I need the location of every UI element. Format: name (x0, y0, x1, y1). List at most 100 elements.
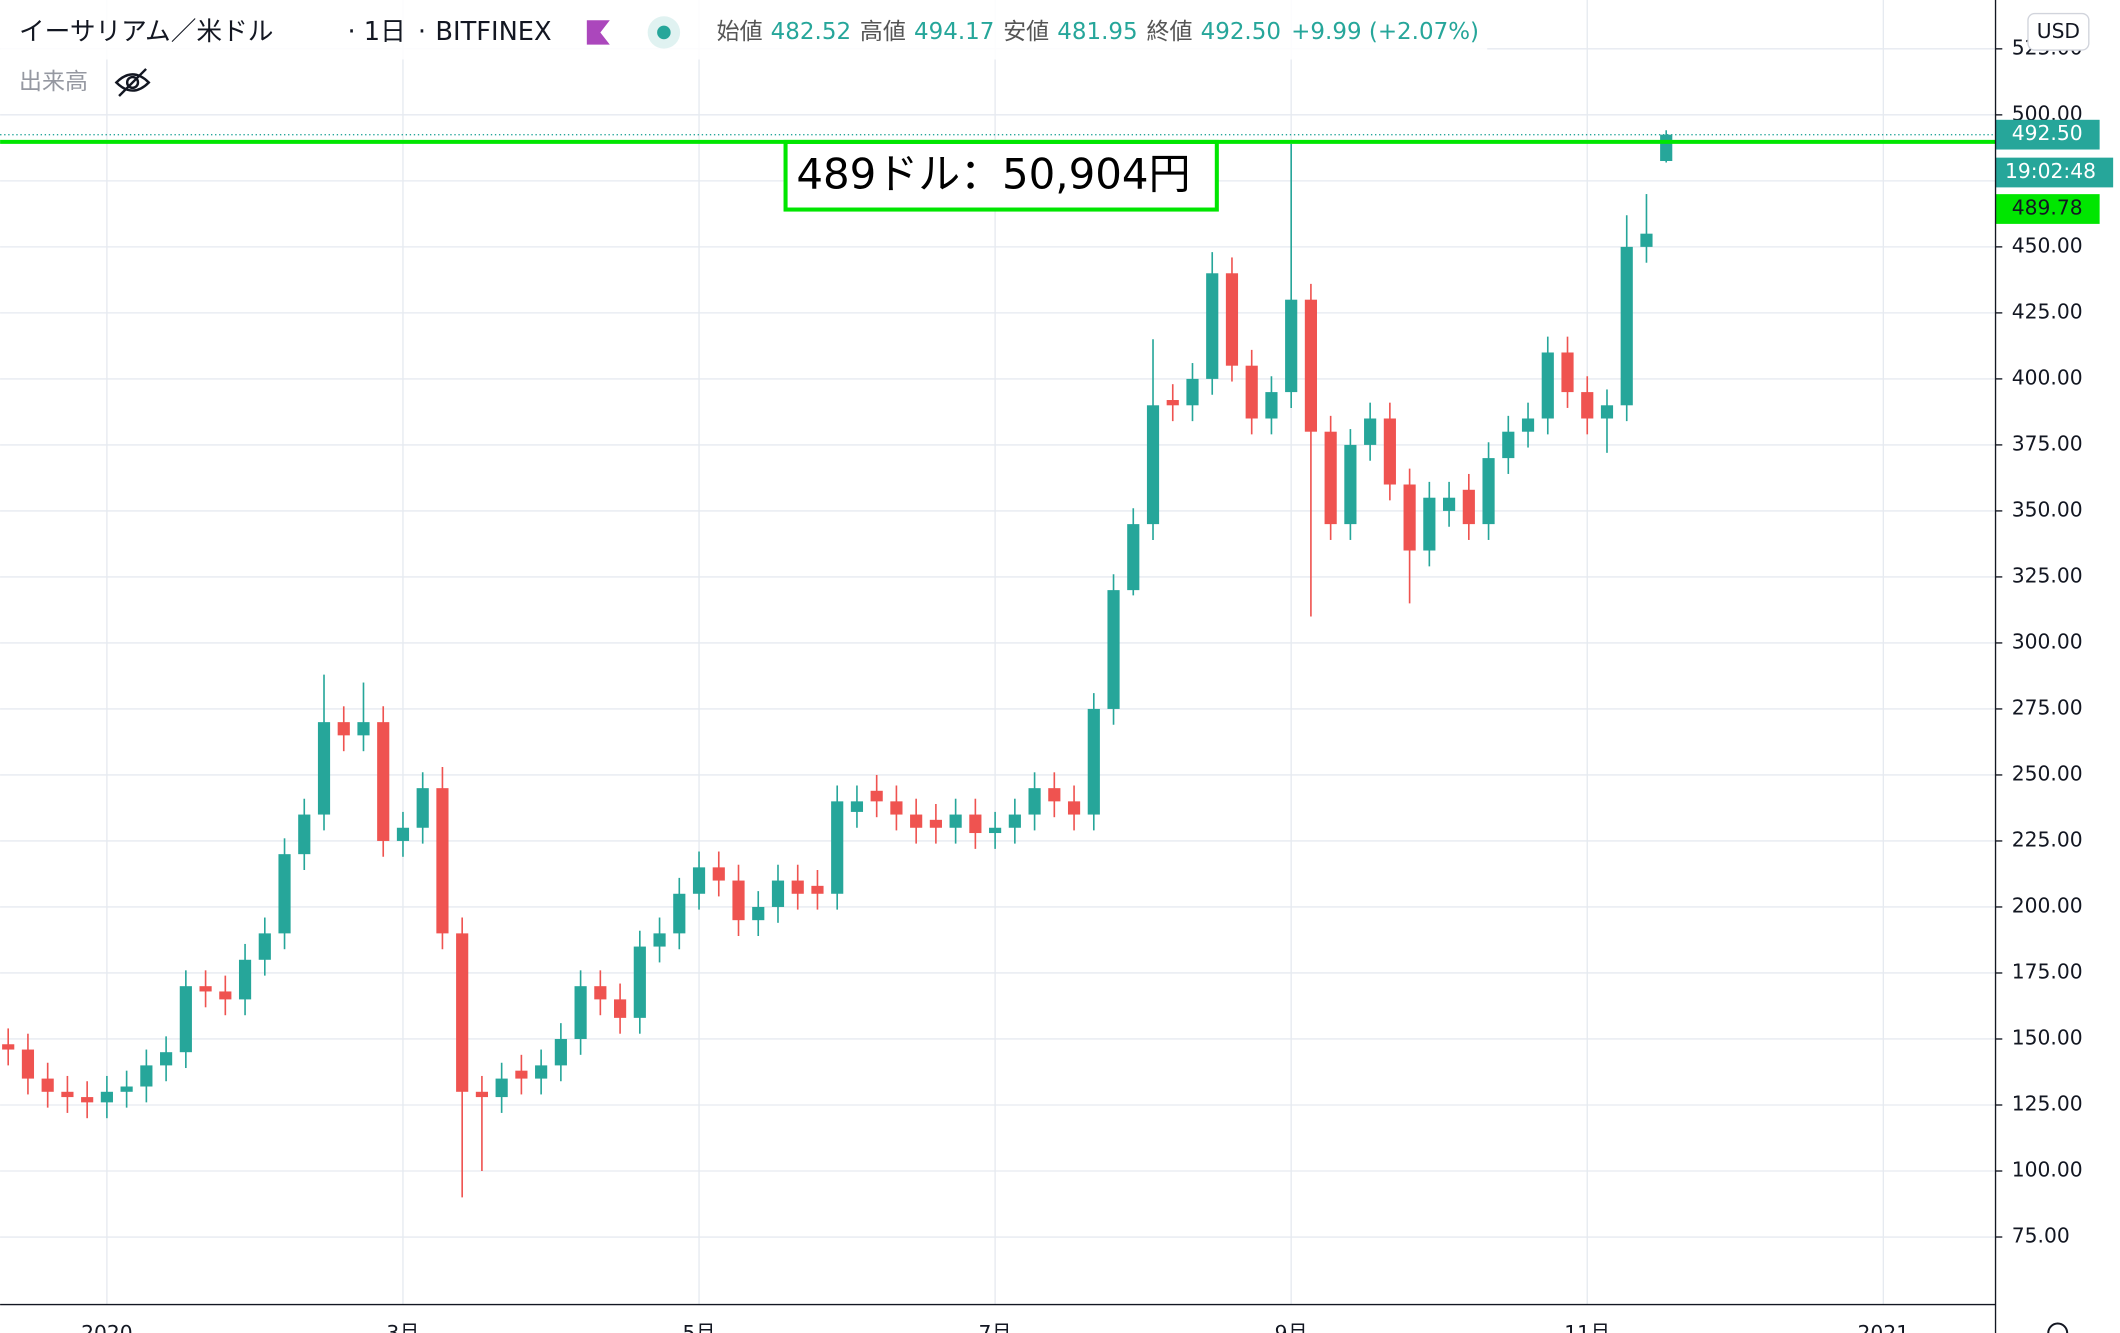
candle-body (752, 906, 765, 921)
candle-body (258, 933, 271, 960)
candle-body (1640, 233, 1653, 247)
candle-body (653, 933, 666, 947)
candle-body (377, 722, 390, 841)
candle-body (1403, 484, 1416, 551)
ohlc-value: 494.17 (914, 19, 994, 45)
x-tick-label: 3月 (386, 1321, 419, 1333)
candle-body (1423, 497, 1436, 551)
candle-body (1028, 788, 1041, 815)
y-tick-label: 125.00 (2012, 1091, 2083, 1115)
candle-body (771, 880, 785, 907)
candle-body (337, 722, 350, 736)
candle-body (949, 814, 962, 828)
line-price-tag (1995, 194, 2100, 224)
candle-body (811, 885, 824, 894)
y-tick-label: 450.00 (2012, 233, 2083, 257)
x-tick-label: 5月 (682, 1321, 715, 1333)
settings-icon[interactable] (2047, 1322, 2069, 1333)
candle-body (140, 1065, 153, 1087)
currency-button-bg[interactable] (2027, 12, 2090, 51)
ohlc-name: 終値 (1147, 19, 1193, 45)
candle-body (81, 1097, 94, 1103)
candle-body (1127, 524, 1140, 591)
candle-body (416, 788, 429, 828)
candle-body (554, 1038, 567, 1066)
last-price-label: 492.50 (2012, 121, 2083, 145)
y-tick-label: 325.00 (2012, 563, 2083, 587)
candle-body (613, 999, 627, 1018)
candle-body (989, 827, 1002, 834)
y-tick-label: 75.00 (2012, 1224, 2070, 1248)
volume-label: 出来高 (19, 69, 88, 95)
candle-body (1344, 444, 1357, 525)
last-price-tag (1995, 119, 2100, 150)
candle-body (219, 991, 232, 1000)
candle-body (870, 790, 883, 802)
ohlc-value: 482.52 (771, 19, 851, 45)
candle-body (298, 814, 311, 855)
candle-body (712, 867, 725, 881)
y-tick-label: 300.00 (2012, 629, 2083, 653)
countdown-tag (1995, 157, 2114, 188)
candle-body (791, 880, 804, 894)
candle-body (278, 854, 291, 934)
candle-body (1146, 405, 1160, 525)
candle-body (100, 1091, 113, 1103)
x-tick-label: 2021 (1858, 1321, 1910, 1333)
overlay: 492.50 19:02:48 489.78 489ドル：50,904円 (0, 119, 2114, 224)
separator: · (418, 17, 426, 47)
candle-body (1206, 273, 1219, 379)
candle-body (1541, 352, 1554, 419)
y-tick-label: 375.00 (2012, 431, 2083, 455)
candle-body (1521, 418, 1535, 432)
candle-body (1245, 365, 1258, 419)
candle-body (160, 1052, 173, 1066)
candle-body (1225, 273, 1239, 366)
candle-body (1008, 814, 1021, 828)
candle-body (910, 814, 923, 828)
candle-body (890, 801, 903, 815)
candle-body (238, 959, 252, 1000)
ohlc-name: 高値 (860, 19, 906, 45)
x-tick-label: 7月 (979, 1321, 1012, 1333)
header-bg (0, 0, 1488, 60)
candle-body (436, 788, 449, 934)
candle-body (1186, 378, 1199, 406)
x-tick-label: 9月 (1275, 1321, 1308, 1333)
y-tick-label: 275.00 (2012, 695, 2083, 719)
candle-body (495, 1078, 508, 1098)
candle-body (1324, 431, 1337, 525)
candle-body (21, 1049, 35, 1079)
candle-body (179, 986, 192, 1053)
ohlc-name: 始値 (717, 19, 763, 45)
candle-body (1660, 134, 1673, 162)
countdown: 19:02:48 (2005, 159, 2096, 183)
currency[interactable]: USD (2037, 19, 2080, 43)
candles (2, 130, 1673, 1198)
candle-body (396, 827, 410, 841)
candle-body (1443, 497, 1456, 511)
candle-body (1048, 788, 1061, 802)
candle-body (61, 1091, 74, 1098)
separator: · (348, 17, 356, 47)
eye-off-icon[interactable] (114, 68, 151, 97)
ohlc: 始値 482.52 高値 494.17 安値 481.95 終値 492.50 (717, 19, 1281, 45)
flag-icon[interactable] (586, 20, 610, 45)
status-dot (657, 25, 671, 40)
x-tick-label: 2020 (81, 1321, 133, 1333)
candle-body (357, 722, 370, 736)
candle-body (1087, 708, 1100, 815)
candle-body (2, 1044, 15, 1050)
candle-body (1600, 405, 1614, 419)
currency-button[interactable]: USD (2027, 12, 2090, 51)
y-tick-label: 250.00 (2012, 761, 2083, 785)
candle-body (1620, 246, 1633, 406)
candle-body (1383, 418, 1396, 485)
ohlc-value: 492.50 (1201, 19, 1281, 45)
candle-body (1265, 392, 1278, 419)
candle-body (831, 801, 844, 894)
ohlc-name: 安値 (1003, 19, 1049, 45)
y-tick-label: 400.00 (2012, 365, 2083, 389)
candle-body (475, 1091, 488, 1098)
